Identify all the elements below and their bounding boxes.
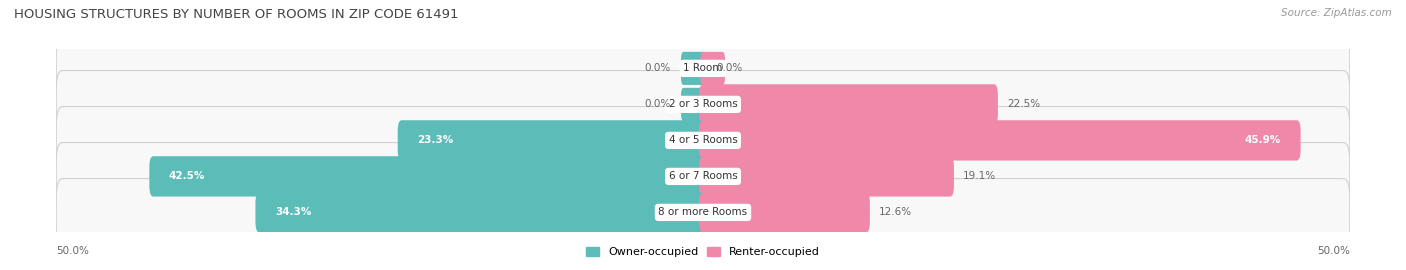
- Text: 50.0%: 50.0%: [1317, 246, 1350, 256]
- FancyBboxPatch shape: [56, 70, 1350, 138]
- FancyBboxPatch shape: [56, 178, 1350, 246]
- FancyBboxPatch shape: [398, 120, 707, 161]
- Text: 22.5%: 22.5%: [1007, 99, 1040, 109]
- Text: 34.3%: 34.3%: [274, 207, 311, 217]
- FancyBboxPatch shape: [56, 35, 1350, 102]
- FancyBboxPatch shape: [681, 88, 706, 121]
- Text: 12.6%: 12.6%: [879, 207, 912, 217]
- Text: 50.0%: 50.0%: [56, 246, 89, 256]
- Text: Source: ZipAtlas.com: Source: ZipAtlas.com: [1281, 8, 1392, 18]
- Text: 6 or 7 Rooms: 6 or 7 Rooms: [669, 171, 737, 181]
- FancyBboxPatch shape: [699, 120, 1301, 161]
- Text: 0.0%: 0.0%: [644, 63, 671, 73]
- Text: 2 or 3 Rooms: 2 or 3 Rooms: [669, 99, 737, 109]
- FancyBboxPatch shape: [699, 156, 953, 197]
- Text: 23.3%: 23.3%: [418, 135, 453, 146]
- Text: 1 Room: 1 Room: [683, 63, 723, 73]
- Text: 0.0%: 0.0%: [716, 63, 742, 73]
- Legend: Owner-occupied, Renter-occupied: Owner-occupied, Renter-occupied: [581, 242, 825, 262]
- FancyBboxPatch shape: [56, 143, 1350, 210]
- FancyBboxPatch shape: [256, 192, 707, 232]
- FancyBboxPatch shape: [699, 192, 870, 232]
- FancyBboxPatch shape: [149, 156, 707, 197]
- FancyBboxPatch shape: [699, 84, 998, 124]
- FancyBboxPatch shape: [56, 107, 1350, 174]
- Text: 8 or more Rooms: 8 or more Rooms: [658, 207, 748, 217]
- Text: 0.0%: 0.0%: [644, 99, 671, 109]
- Text: 45.9%: 45.9%: [1244, 135, 1281, 146]
- FancyBboxPatch shape: [700, 52, 725, 85]
- Text: 4 or 5 Rooms: 4 or 5 Rooms: [669, 135, 737, 146]
- Text: HOUSING STRUCTURES BY NUMBER OF ROOMS IN ZIP CODE 61491: HOUSING STRUCTURES BY NUMBER OF ROOMS IN…: [14, 8, 458, 21]
- Text: 42.5%: 42.5%: [169, 171, 205, 181]
- Text: 19.1%: 19.1%: [963, 171, 995, 181]
- FancyBboxPatch shape: [681, 52, 706, 85]
